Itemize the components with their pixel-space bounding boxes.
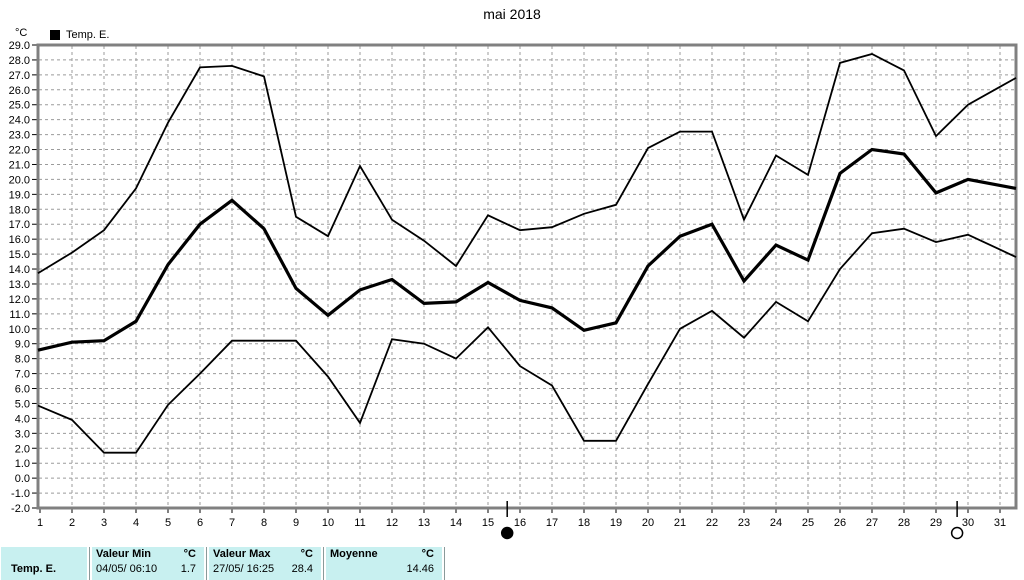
legend-label: Temp. E. [66,29,110,41]
y-tick-label: 26.0 [9,85,30,97]
y-tick-label: 13.0 [9,279,30,291]
y-tick-label: -1.0 [11,488,30,500]
y-tick-label: 27.0 [9,70,30,82]
y-tick-label: 2.0 [15,443,30,455]
legend-marker-icon [50,30,60,40]
summary-row-label-cell: Temp. E. [1,547,87,580]
x-tick-label: 13 [418,517,430,529]
max-unit: °C [300,548,313,560]
x-tick-label: 23 [738,517,750,529]
y-tick-label: 20.0 [9,174,30,186]
y-tick-label: 18.0 [9,204,30,216]
series-daily-max-line [37,53,1017,274]
x-tick-label: 31 [994,517,1006,529]
y-axis-unit: °C [15,27,28,39]
y-tick-label: 11.0 [9,309,30,321]
x-tick-label: 12 [386,517,398,529]
chart-title: mai 2018 [483,6,541,22]
x-tick-label: 19 [610,517,622,529]
summary-row-label: Temp. E. [11,563,57,575]
x-tick-label: 29 [930,517,942,529]
max-header: Valeur Max [213,548,271,560]
summary-mean-cell: Moyenne °C 14.46 [326,547,442,580]
y-tick-label: 4.0 [15,413,30,425]
y-tick-label: 5.0 [15,398,30,410]
x-tick-label: 1 [37,517,43,529]
mean-value: 14.46 [406,563,434,575]
x-tick-label: 16 [514,517,526,529]
x-tick-label: 3 [101,517,107,529]
summary-table: Temp. E. Valeur Min °C 04/05/ 06:10 1.7 … [0,547,460,580]
y-tick-label: 0.0 [15,473,30,485]
y-tick-label: 3.0 [15,428,30,440]
x-tick-label: 15 [482,517,494,529]
y-tick-label: 19.0 [9,189,30,201]
mean-header: Moyenne [330,548,378,560]
y-tick-label: 16.0 [9,234,30,246]
x-tick-label: 10 [322,517,334,529]
x-tick-label: 7 [229,517,235,529]
y-tick-label: 12.0 [9,294,30,306]
table-divider [89,547,90,580]
x-tick-label: 2 [69,517,75,529]
y-tick-label: 24.0 [9,115,30,127]
x-tick-label: 4 [133,517,139,529]
y-tick-label: 17.0 [9,219,30,231]
min-value: 1.7 [180,563,196,575]
x-tick-label: 8 [261,517,267,529]
x-tick-label: 21 [674,517,686,529]
y-tick-label: 29.0 [9,40,30,52]
max-value: 28.4 [291,563,313,575]
x-tick-label: 30 [962,517,974,529]
min-header: Valeur Min [96,548,152,560]
y-tick-label: 25.0 [9,100,30,112]
mean-unit: °C [421,548,434,560]
x-tick-label: 27 [866,517,878,529]
min-datetime: 04/05/ 06:10 [96,563,158,575]
x-tick-label: 28 [898,517,910,529]
series-daily-min-line [37,227,1017,454]
max-datetime: 27/05/ 16:25 [213,563,275,575]
y-tick-label: 28.0 [9,55,30,67]
y-tick-label: 1.0 [15,458,30,470]
x-tick-label: 25 [802,517,814,529]
y-tick-label: 21.0 [9,159,30,171]
y-tick-label: 14.0 [9,264,30,276]
y-tick-label: 23.0 [9,130,30,142]
chart-canvas: 29.028.027.026.025.024.023.022.021.020.0… [9,40,1018,540]
table-divider [206,547,207,580]
x-tick-label: 20 [642,517,654,529]
x-tick-label: 17 [546,517,558,529]
x-tick-label: 14 [450,517,462,529]
series-daily-mean-line [37,147,1017,352]
y-tick-label: 9.0 [15,339,30,351]
y-tick-label: -2.0 [11,503,30,515]
table-divider [444,547,445,580]
x-tick-label: 9 [293,517,299,529]
y-tick-label: 15.0 [9,249,30,261]
legend: Temp. E. [50,29,109,41]
x-tick-label: 5 [165,517,171,529]
full-moon-icon [950,526,964,540]
x-tick-label: 26 [834,517,846,529]
y-tick-label: 7.0 [15,369,30,381]
new-moon-icon [500,526,514,540]
x-tick-label: 22 [706,517,718,529]
y-tick-label: 8.0 [15,354,30,366]
x-tick-label: 6 [197,517,203,529]
y-tick-label: 10.0 [9,324,30,336]
y-tick-label: 22.0 [9,145,30,157]
summary-min-cell: Valeur Min °C 04/05/ 06:10 1.7 [92,547,204,580]
x-tick-label: 18 [578,517,590,529]
y-tick-label: 6.0 [15,384,30,396]
table-divider [323,547,324,580]
summary-max-cell: Valeur Max °C 27/05/ 16:25 28.4 [209,547,321,580]
plot-frame [36,43,1018,510]
min-unit: °C [183,548,196,560]
x-tick-label: 11 [354,517,365,529]
x-tick-label: 24 [770,517,782,529]
